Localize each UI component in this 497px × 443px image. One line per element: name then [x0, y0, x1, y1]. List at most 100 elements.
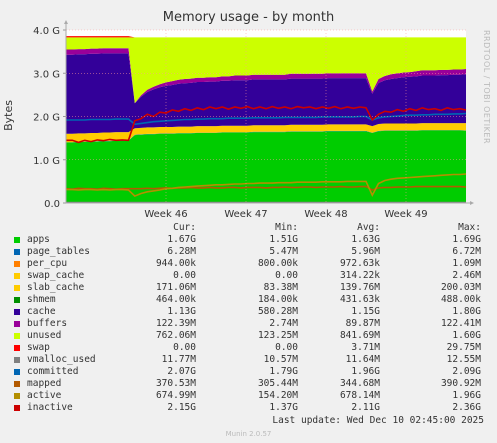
legend-row-cache: cache 1.13G 580.28M 1.15G 1.80G — [13, 306, 493, 318]
legend-swatch — [14, 297, 20, 303]
rrdtool-credit: RRDTOOL / TOBI OETIKER — [482, 30, 491, 145]
legend-max: 2.09G — [452, 366, 481, 377]
legend-avg: 678.14M — [339, 390, 380, 401]
y-tick-label: 1.0 G — [33, 156, 60, 167]
x-tick-label: Week 49 — [384, 209, 427, 220]
legend-row-slab-cache: slab_cache 171.06M 83.38M 139.76M 200.03M — [13, 282, 493, 294]
x-tick-label: Week 48 — [304, 209, 347, 220]
legend-cur: 762.06M — [155, 330, 196, 341]
legend-swatch — [14, 273, 20, 279]
legend-avg: 11.64M — [345, 354, 380, 365]
legend-name: inactive — [27, 402, 73, 413]
legend-row-active: active 674.99M 154.20M 678.14M 1.96G — [13, 390, 493, 402]
legend-max: 1.96G — [452, 390, 481, 401]
legend-min: 800.00k — [257, 258, 298, 269]
legend-row-swap: swap 0.00 0.00 3.71M 29.75M — [13, 342, 493, 354]
legend-name: vmalloc_used — [27, 354, 96, 365]
line-active — [66, 173, 467, 198]
legend-name: apps — [27, 234, 50, 245]
legend-name: page_tables — [27, 246, 90, 257]
legend-swatch — [14, 249, 20, 255]
legend-avg: 1.63G — [351, 234, 380, 245]
legend-table: Cur: Min: Avg: Max: apps 1.67G 1.51G 1.63G 1… — [13, 222, 493, 414]
header-cur: Cur: — [173, 222, 196, 233]
legend-row-page-tables: page_tables 6.28M 5.47M 5.96M 6.72M — [13, 246, 493, 258]
legend-min: 83.38M — [263, 282, 298, 293]
legend-row-buffers: buffers 122.39M 2.74M 89.87M 122.41M — [13, 318, 493, 330]
legend-cur: 1.67G — [167, 234, 196, 245]
last-update: Last update: Wed Dec 10 02:45:00 2025 — [272, 415, 484, 426]
area-slab-cache — [66, 123, 466, 143]
legend-row-mapped: mapped 370.53M 305.44M 344.68M 390.92M — [13, 378, 493, 390]
header-avg: Avg: — [357, 222, 380, 233]
legend-cur: 171.06M — [155, 282, 196, 293]
legend-cur: 2.15G — [167, 402, 196, 413]
legend-name: mapped — [27, 378, 62, 389]
legend-max: 390.92M — [440, 378, 481, 389]
legend-name: cache — [27, 306, 56, 317]
legend-avg: 314.22k — [339, 270, 380, 281]
y-tick-label: 3.0 G — [33, 69, 60, 80]
legend-max: 29.75M — [446, 342, 481, 353]
legend-swatch — [14, 237, 20, 243]
legend-swatch — [14, 333, 20, 339]
legend-row-swap-cache: swap_cache 0.00 0.00 314.22k 2.46M — [13, 270, 493, 282]
line-inactive — [66, 105, 467, 144]
y-axis-arrow — [64, 20, 68, 24]
y-tick-label: 2.0 G — [33, 113, 60, 124]
x-tick-label: Week 46 — [144, 209, 187, 220]
memory-chart: 0.0 1.0 G 2.0 G 3.0 G 4.0 G Week 46 Week 47 Wee… — [33, 20, 474, 220]
line-committed — [66, 112, 467, 126]
legend-avg: 1.96G — [351, 366, 380, 377]
legend-row-unused: unused 762.06M 123.25M 841.69M 1.60G — [13, 330, 493, 342]
legend-avg: 3.71M — [351, 342, 380, 353]
legend-max: 1.69G — [452, 234, 481, 245]
legend-row-apps: apps 1.67G 1.51G 1.63G 1.69G — [13, 234, 493, 246]
legend-swatch — [14, 285, 20, 291]
legend-min: 0.00 — [275, 342, 298, 353]
legend-name: swap_cache — [27, 270, 85, 281]
legend-min: 184.00k — [257, 294, 298, 305]
legend-cur: 674.99M — [155, 390, 196, 401]
legend-max: 488.00k — [440, 294, 481, 305]
legend-swatch — [14, 261, 20, 267]
legend-row-vmalloc-used: vmalloc_used 11.77M 10.57M 11.64M 12.55M — [13, 354, 493, 366]
legend-cur: 1.13G — [167, 306, 196, 317]
legend-min: 1.37G — [269, 402, 298, 413]
legend-name: buffers — [27, 318, 68, 329]
legend-min: 2.74M — [269, 318, 298, 329]
x-axis-arrow — [470, 201, 474, 205]
legend-swatch — [14, 405, 20, 411]
legend-cur: 370.53M — [155, 378, 196, 389]
area-swap — [66, 36, 466, 38]
legend-name: committed — [27, 366, 79, 377]
legend-avg: 89.87M — [345, 318, 380, 329]
legend-name: active — [27, 390, 62, 401]
legend-name: slab_cache — [27, 282, 85, 293]
legend-min: 0.00 — [275, 270, 298, 281]
legend-name: per_cpu — [27, 258, 68, 269]
legend-row-committed: committed 2.07G 1.79G 1.96G 2.09G — [13, 366, 493, 378]
legend-cur: 2.07G — [167, 366, 196, 377]
legend-name: shmem — [27, 294, 56, 305]
legend-swatch — [14, 345, 20, 351]
legend-min: 305.44M — [257, 378, 298, 389]
munin-version: Munin 2.0.57 — [225, 430, 272, 438]
legend-name: swap — [27, 342, 50, 353]
legend-header: Cur: Min: Avg: Max: — [13, 222, 493, 234]
legend-avg: 139.76M — [339, 282, 380, 293]
legend-avg: 972.63k — [339, 258, 380, 269]
legend-cur: 944.00k — [155, 258, 196, 269]
legend-min: 10.57M — [263, 354, 298, 365]
legend-avg: 841.69M — [339, 330, 380, 341]
legend-min: 1.51G — [269, 234, 298, 245]
legend-max: 200.03M — [440, 282, 481, 293]
legend-row-per-cpu: per_cpu 944.00k 800.00k 972.63k 1.09M — [13, 258, 493, 270]
legend-name: unused — [27, 330, 62, 341]
legend-swatch — [14, 309, 20, 315]
legend-avg: 431.63k — [339, 294, 380, 305]
legend-swatch — [14, 393, 20, 399]
area-unused — [66, 37, 466, 104]
legend-swatch — [14, 369, 20, 375]
header-min: Min: — [275, 222, 298, 233]
